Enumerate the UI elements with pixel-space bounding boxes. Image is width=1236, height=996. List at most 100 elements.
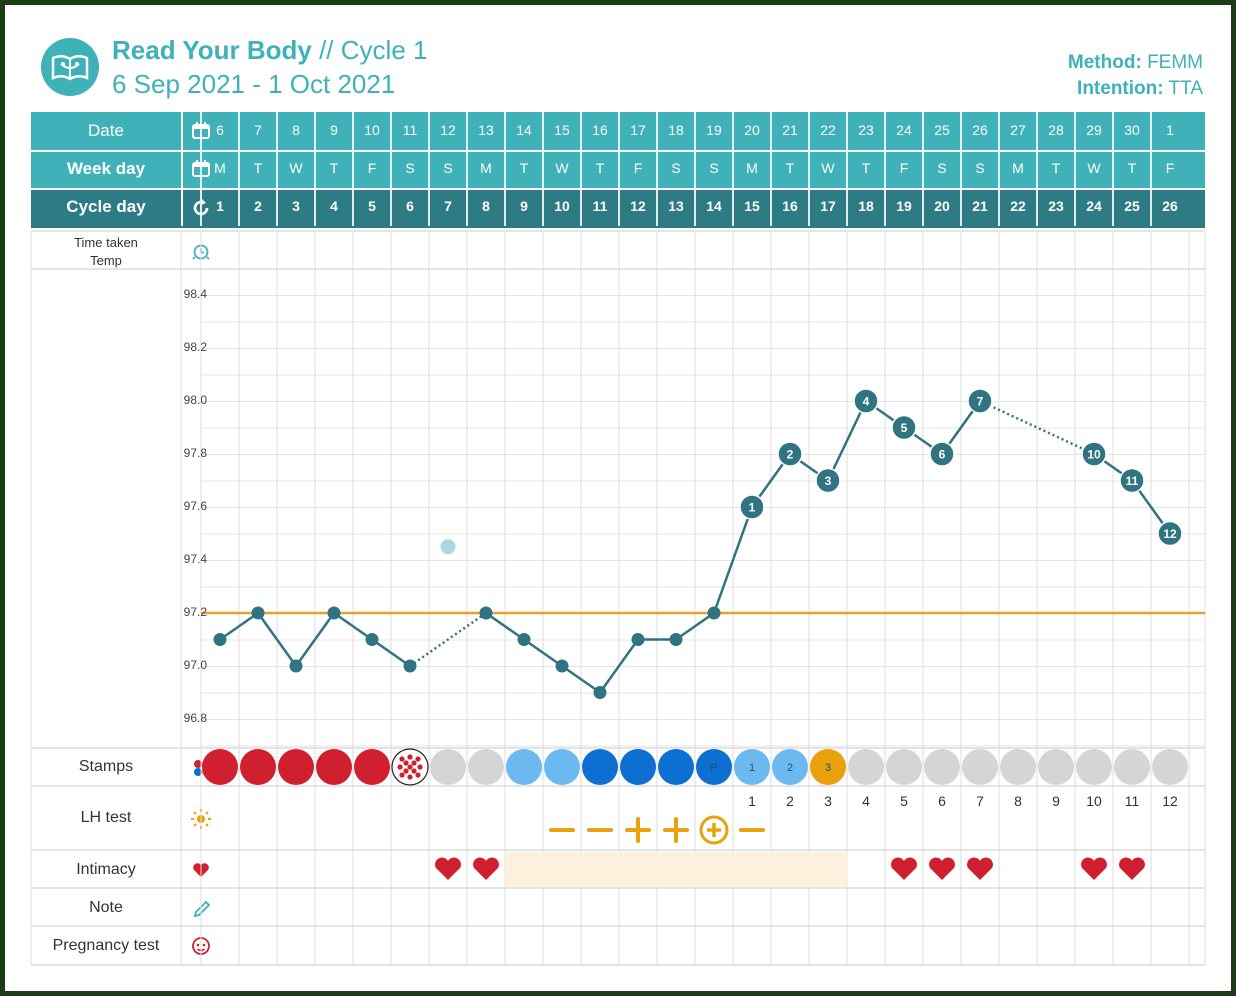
stamp[interactable] — [1000, 749, 1036, 785]
cycle-day-cell: 12 — [630, 198, 646, 214]
lh-test-positive[interactable] — [663, 817, 689, 843]
weekday-cell: T — [595, 160, 605, 176]
stamp[interactable] — [391, 748, 429, 786]
temp-point[interactable] — [593, 686, 607, 699]
stamp[interactable]: P — [696, 749, 732, 785]
temp-point[interactable]: 1 — [739, 494, 765, 520]
temp-point[interactable] — [289, 659, 303, 673]
date-cell: 7 — [254, 122, 262, 138]
post-peak-count: 4 — [862, 793, 870, 809]
temp-point[interactable] — [213, 633, 227, 646]
intimacy-heart-icon[interactable] — [891, 857, 917, 880]
pregnancy-test-label: Pregnancy test — [52, 937, 160, 954]
stamp[interactable] — [1114, 749, 1150, 785]
y-tick-label: 97.8 — [183, 446, 207, 460]
method-info: Method: FEMM — [1068, 52, 1203, 74]
stamp[interactable]: 1 — [734, 749, 770, 785]
stamp[interactable] — [886, 749, 922, 785]
stamp[interactable]: 3 — [810, 749, 846, 785]
date-cell: 11 — [402, 122, 418, 138]
divider — [31, 230, 1205, 232]
date-cell: 29 — [1086, 122, 1102, 138]
excluded-temp-point[interactable] — [440, 539, 456, 555]
stamp[interactable] — [468, 749, 504, 785]
temp-point[interactable] — [403, 659, 417, 673]
stamp[interactable] — [544, 749, 580, 785]
temp-point[interactable] — [365, 633, 379, 646]
header-col-divider — [656, 112, 658, 226]
temp-point[interactable]: 11 — [1119, 467, 1145, 494]
stamp[interactable] — [278, 749, 314, 785]
temp-point[interactable]: 2 — [777, 441, 803, 467]
stamp[interactable] — [1038, 749, 1074, 785]
stamp[interactable] — [1076, 749, 1112, 785]
stamp[interactable] — [354, 749, 390, 785]
cycleday-row-label: Cycle day — [66, 197, 146, 216]
temp-point[interactable] — [555, 659, 569, 673]
stamp-label: 2 — [787, 762, 793, 774]
temp-point[interactable]: 3 — [815, 467, 841, 494]
temp-point[interactable] — [251, 606, 265, 620]
weekday-cell: F — [367, 160, 377, 176]
intimacy-heart-icon[interactable] — [1119, 857, 1145, 880]
date-cell: 21 — [782, 122, 798, 138]
intimacy-heart-icon[interactable] — [473, 857, 499, 880]
intimacy-heart-icon[interactable] — [1081, 857, 1107, 880]
method-value: FEMM — [1147, 52, 1203, 73]
date-cell: 10 — [364, 122, 380, 138]
temp-point[interactable] — [707, 606, 721, 620]
stamp[interactable] — [506, 749, 542, 785]
temp-point[interactable]: 12 — [1157, 520, 1183, 547]
stamp[interactable] — [430, 749, 466, 785]
temp-point[interactable]: 10 — [1081, 441, 1107, 467]
stamp[interactable] — [240, 749, 276, 785]
date-cell: 20 — [744, 122, 760, 138]
stamp[interactable] — [848, 749, 884, 785]
temp-point[interactable]: 5 — [891, 414, 917, 441]
stamp[interactable]: 2 — [772, 749, 808, 785]
stamp[interactable] — [582, 749, 618, 785]
cycle-day-cell: 11 — [592, 198, 608, 214]
intimacy-label: Intimacy — [76, 861, 136, 878]
lh-test-peak[interactable] — [699, 815, 729, 845]
temp-point[interactable] — [517, 633, 531, 646]
stamp[interactable] — [316, 749, 352, 785]
temp-line-segment — [333, 611, 373, 641]
stamp[interactable] — [202, 749, 238, 785]
temp-point[interactable] — [631, 633, 645, 646]
post-peak-count: 11 — [1124, 793, 1140, 809]
weekday-cell: T — [329, 160, 339, 176]
temp-point-label: 3 — [825, 474, 832, 488]
post-peak-count: 2 — [786, 793, 794, 809]
stamp[interactable] — [1152, 749, 1188, 785]
temp-point[interactable]: 6 — [929, 441, 955, 467]
lh-test-positive[interactable] — [625, 817, 651, 843]
post-peak-count: 5 — [900, 793, 908, 809]
stamp[interactable] — [620, 749, 656, 785]
cycle-day-cell: 18 — [858, 198, 874, 214]
temp-point[interactable]: 7 — [967, 388, 993, 414]
header-col-divider — [732, 112, 734, 226]
temp-point[interactable]: 4 — [853, 388, 879, 414]
stamp[interactable] — [924, 749, 960, 785]
temp-point[interactable] — [479, 606, 493, 620]
temp-point-label: 5 — [901, 421, 908, 435]
cycle-day-cell: 23 — [1048, 198, 1064, 214]
date-cell: 9 — [330, 122, 338, 138]
intimacy-heart-icon[interactable] — [929, 857, 955, 880]
date-cell: 14 — [516, 122, 532, 138]
temp-point[interactable] — [327, 606, 341, 620]
weekday-cell: W — [289, 160, 303, 176]
date-cell: 6 — [216, 122, 224, 138]
intimacy-heart-icon[interactable] — [435, 857, 461, 880]
temp-line-segment — [523, 638, 563, 668]
temp-line-segment — [826, 400, 868, 482]
temp-point[interactable] — [669, 633, 683, 646]
header-col-divider — [352, 112, 354, 226]
stamp[interactable] — [658, 749, 694, 785]
time-taken-label: Time taken — [74, 235, 138, 250]
stamp[interactable] — [962, 749, 998, 785]
cycle-day-cell: 1 — [216, 198, 224, 214]
cycle-day-cell: 20 — [934, 198, 950, 214]
intimacy-heart-icon[interactable] — [967, 857, 993, 880]
